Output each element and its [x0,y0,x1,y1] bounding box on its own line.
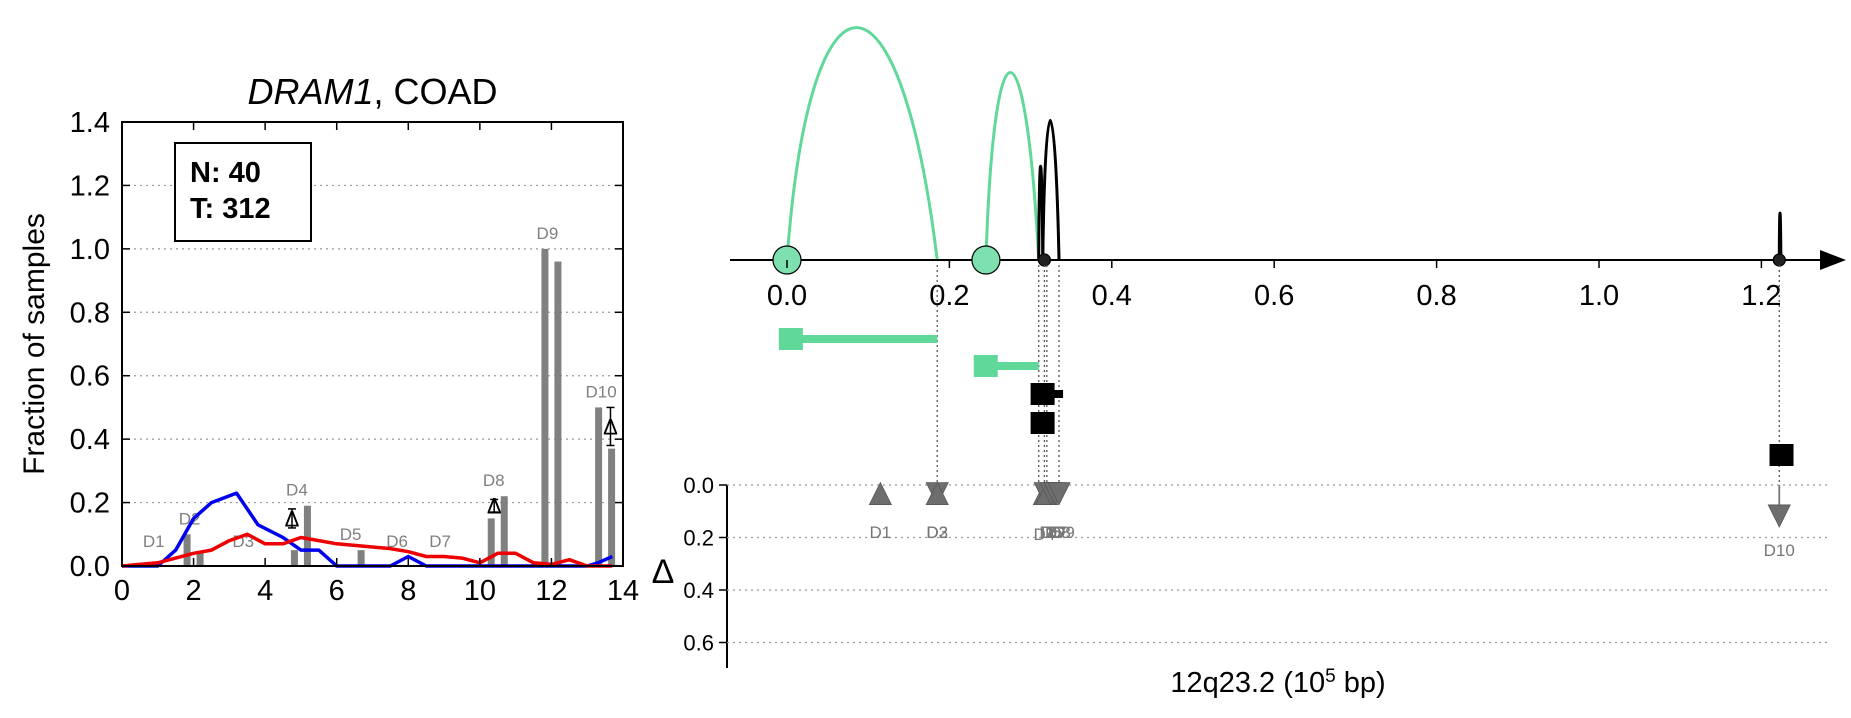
y-tick-label: 1.4 [70,107,110,139]
y-axis-label: Fraction of samples [18,213,51,475]
y-tick-label: 0.2 [70,488,110,520]
bar-normal-d10 [595,407,603,566]
bar-label: D8 [483,471,505,490]
bar-normal-d2 [183,534,191,566]
x-tick-label: 4 [257,575,273,607]
delta-marker: Δ [285,506,300,531]
exon-square [1769,444,1794,466]
junction-arc [785,26,939,261]
splice-site-circle [1037,253,1052,267]
bar-label: D7 [429,532,451,551]
x-tick-label: 14 [607,575,639,607]
title-cohort: , COAD [374,71,498,112]
bar-tumor-d8 [500,496,508,566]
delta-point-label: D3 [926,523,948,542]
bar-normal-d8 [487,518,495,566]
genomic-axis-label: 12q23.2 (105 bp) [1170,666,1385,700]
delta-point-label: D6 [1041,523,1063,542]
bar-label: D6 [386,532,408,551]
delta-point-label: D9 [1053,523,1075,542]
exon-track [796,335,938,343]
delta-point-label: D1 [870,523,892,542]
exon-track [1048,390,1064,398]
legend-box [174,142,312,242]
junction-arc [1037,164,1045,261]
series-line-blue [122,491,614,568]
delta-triangle-d9 [1047,482,1071,506]
delta-point-label: D8 [1049,523,1071,542]
delta-point-label: D7 [1045,523,1067,542]
genomic-axis-label-prefix: 12q23.2 (10 [1170,667,1325,699]
exon-square [1030,383,1055,405]
delta-tick-label: 0.0 [683,473,714,498]
genomic-tick-label: 0.6 [1254,280,1294,312]
delta-triangle-d1 [868,481,893,506]
bar-tumor-d4 [303,505,311,566]
bar-tumor-d2 [196,553,204,566]
bar-label: D10 [586,382,617,401]
x-tick-label: 6 [329,575,345,607]
delta-tick-label: 0.6 [683,631,714,656]
legend-line: T: 312 [190,193,271,225]
bar-label: D9 [537,224,559,243]
delta-tick-label: 0.4 [683,578,714,603]
genomic-tick-label: 0.2 [929,280,969,312]
delta-triangle-d3 [925,481,949,506]
delta-point-label: D2 [926,523,948,542]
splice-site-circle [1772,253,1786,267]
x-tick-label: 0 [114,575,130,607]
y-tick-label: 0.8 [70,297,110,329]
x-tick-label: 12 [535,575,567,607]
genomic-tick-label: 0.0 [767,280,807,312]
exon-square [778,328,803,350]
bar-tumor-d10 [608,448,616,566]
junction-arc [1041,118,1061,261]
genomic-tick-label: 1.2 [1741,280,1781,312]
genomic-tick-label: 0.4 [1092,280,1132,312]
bar-normal-d9 [541,248,549,566]
title-gene: DRAM1 [247,71,373,112]
y-tick-label: 1.2 [70,170,110,202]
x-tick-label: 2 [186,575,202,607]
chart-title: DRAM1, COAD [247,71,497,112]
genomic-tick-label: 0.8 [1416,280,1456,312]
series-line-red [121,532,613,568]
x-tick-label: 8 [400,575,416,607]
y-tick-label: 0.6 [70,361,110,393]
bar-tumor-d9 [554,261,562,566]
legend-line: N: 40 [190,157,261,189]
bar-normal-d4 [290,550,298,566]
y-tick-label: 0.4 [70,424,110,456]
splice-site-circle [971,245,1001,275]
bar-tumor-d5 [357,550,365,566]
delta-marker: Δ [487,494,502,519]
delta-axis-label: Δ [652,553,675,591]
genomic-axis-label-suffix: bp) [1336,667,1386,699]
genomic-tick-label: 1.0 [1579,280,1619,312]
exon-square [973,355,998,377]
delta-triangle-d10 [1767,504,1791,528]
y-tick-label: 0.0 [70,551,110,583]
y-tick-label: 1.0 [70,234,110,266]
plot-frame [121,121,624,567]
axis-arrow [1820,250,1846,270]
x-tick-label: 10 [464,575,496,607]
delta-tick-label: 0.2 [683,526,714,551]
exon-square [1030,412,1055,434]
bar-label: D5 [340,525,362,544]
delta-point-label: D4 [1034,525,1056,544]
genomic-axis-label-sup: 5 [1325,666,1336,687]
junction-arc [1777,211,1783,261]
delta-point-label: D5 [1039,523,1061,542]
delta-point-label: D10 [1764,541,1795,560]
exon-track [991,362,1039,370]
bar-label: D4 [286,481,308,500]
bar-label: D1 [143,532,165,551]
bar-label: D2 [179,509,201,528]
delta-marker: Δ [603,414,618,439]
junction-arc [984,70,1041,261]
